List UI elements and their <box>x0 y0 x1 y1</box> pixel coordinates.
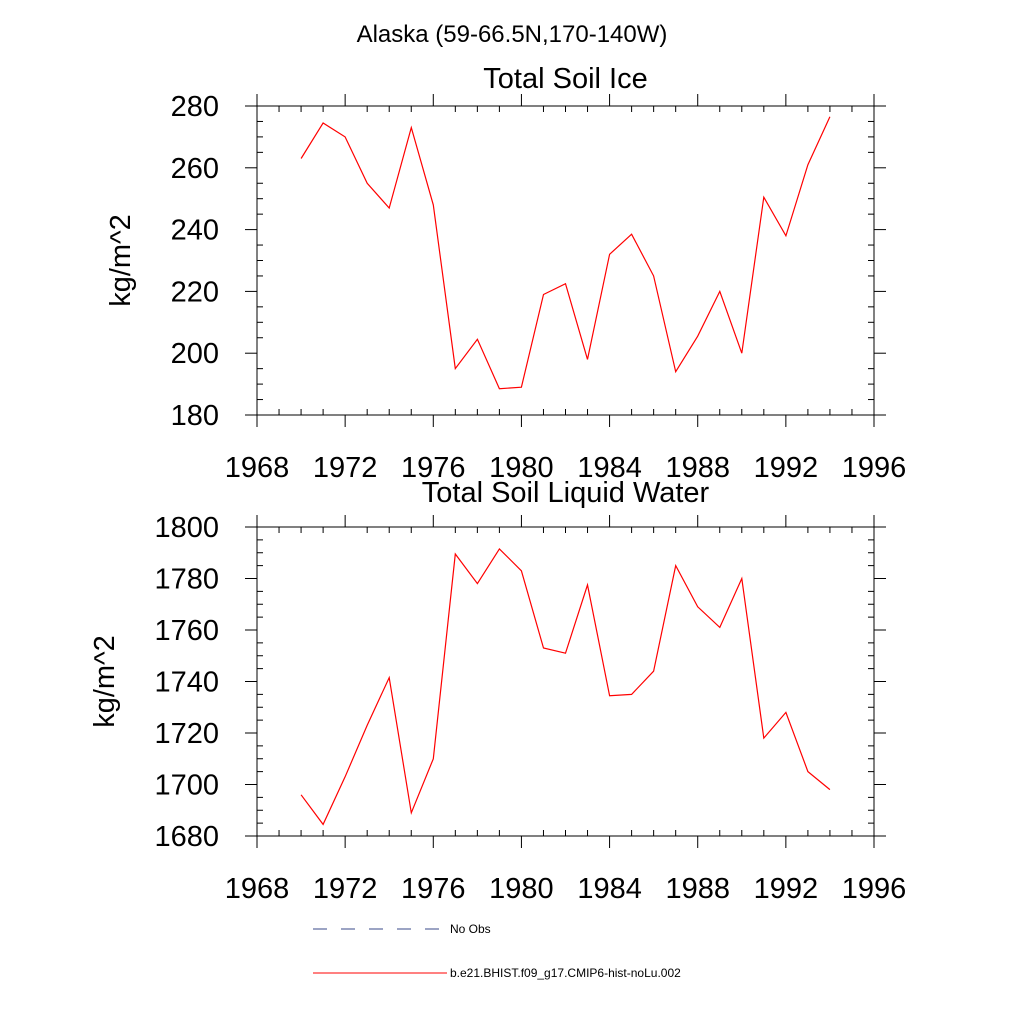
chart-title: Total Soil Liquid Water <box>422 477 710 509</box>
y-tick-label: 1740 <box>154 667 219 699</box>
y-tick-label: 180 <box>171 400 219 432</box>
x-tick-label: 1976 <box>401 873 466 905</box>
y-tick-label: 1720 <box>154 718 219 750</box>
figure-suptitle: Alaska (59-66.5N,170-140W) <box>357 21 668 48</box>
y-tick-label: 1780 <box>154 564 219 596</box>
y-tick-label: 1760 <box>154 615 219 647</box>
x-tick-label: 1968 <box>225 873 290 905</box>
x-tick-label: 1976 <box>401 452 466 484</box>
y-tick-label: 1680 <box>154 821 219 853</box>
x-tick-label: 1968 <box>225 452 290 484</box>
y-tick-label: 240 <box>171 215 219 247</box>
x-tick-label: 1984 <box>577 873 642 905</box>
series-line <box>300 547 831 826</box>
legend-label: b.e21.BHIST.f09_g17.CMIP6-hist-noLu.002 <box>450 966 681 980</box>
x-tick-label: 1984 <box>577 452 642 484</box>
legend: No Obs b.e21.BHIST.f09_g17.CMIP6-hist-noL… <box>313 922 681 980</box>
x-tick-label: 1980 <box>489 452 554 484</box>
series-line <box>300 116 831 390</box>
x-tick-label: 1988 <box>665 873 730 905</box>
y-tick-label: 1800 <box>154 512 219 544</box>
x-tick-label: 1992 <box>754 452 819 484</box>
plot-frame <box>256 105 875 416</box>
x-tick-label: 1996 <box>842 452 907 484</box>
x-tick-label: 1988 <box>665 452 730 484</box>
y-tick-label: 1700 <box>154 770 219 802</box>
x-tick-label: 1972 <box>313 873 378 905</box>
y-tick-label: 200 <box>171 338 219 370</box>
panel-total-soil-ice: Total Soil Ice 1968 1972 1976 1980 1984 1988 19… <box>105 63 906 484</box>
plot-frame <box>256 526 875 837</box>
x-tick-label: 1980 <box>489 873 554 905</box>
legend-label: No Obs <box>450 922 491 936</box>
y-tick-label: 220 <box>171 276 219 308</box>
x-tick-label: 1972 <box>313 452 378 484</box>
y-tick-label: 260 <box>171 153 219 185</box>
y-axis-label: kg/m^2 <box>89 635 121 728</box>
panel-total-soil-liquid-water: Total Soil Liquid Water 1968 1972 1976 1980 1… <box>89 477 906 905</box>
y-tick-label: 280 <box>171 91 219 123</box>
x-tick-label: 1996 <box>842 873 907 905</box>
x-tick-label: 1992 <box>754 873 819 905</box>
chart-title: Total Soil Ice <box>483 63 647 95</box>
y-axis-label: kg/m^2 <box>105 214 137 307</box>
